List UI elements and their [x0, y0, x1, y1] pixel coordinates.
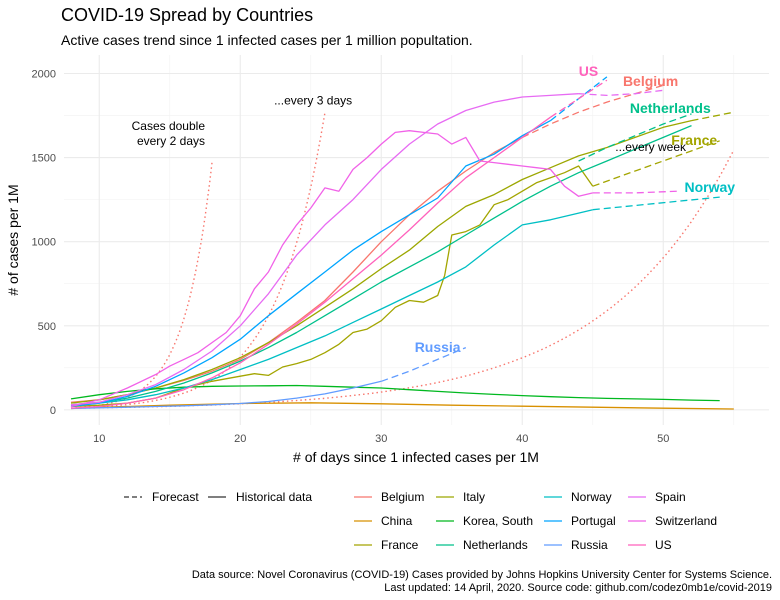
- forecast-line-netherlands: [578, 113, 692, 162]
- series-line-france: [70, 165, 594, 408]
- y-tick-label: 1000: [32, 237, 56, 249]
- annotation-text: Cases double: [132, 119, 206, 133]
- y-tick-label: 0: [50, 405, 56, 417]
- legend-label: Italy: [463, 490, 485, 504]
- legend-label: US: [655, 538, 672, 552]
- legend-label: Belgium: [381, 490, 424, 504]
- annotation-text: every 2 days: [137, 134, 205, 148]
- series-group: [70, 76, 734, 410]
- chart-subtitle: Active cases trend since 1 infected case…: [61, 32, 473, 48]
- series-line-belgium: [70, 136, 523, 403]
- legend-label: Forecast: [152, 490, 199, 504]
- forecast-line-switzerland: [592, 190, 678, 194]
- series-line-us: [70, 116, 551, 409]
- series-line-italy: [70, 119, 692, 404]
- forecast-line-spain: [578, 89, 664, 97]
- country-label: Belgium: [623, 73, 678, 89]
- country-label: Russia: [415, 339, 461, 355]
- legend-label: Spain: [655, 490, 686, 504]
- x-tick-label: 40: [516, 433, 528, 445]
- caption-line-2: Last updated: 14 April, 2020. Source cod…: [384, 582, 772, 594]
- caption: Data source: Novel Coronavirus (COVID-19…: [192, 569, 772, 595]
- caption-line-1: Data source: Novel Coronavirus (COVID-19…: [191, 569, 772, 581]
- legend-label: Switzerland: [655, 514, 717, 528]
- series-line-portugal: [70, 120, 551, 408]
- series-line-spain: [70, 93, 579, 406]
- chart-title: COVID-19 Spread by Countries: [61, 5, 314, 25]
- country-labels: US Belgium Netherlands France Norway Russia: [415, 63, 736, 355]
- country-label: Norway: [684, 179, 735, 195]
- legend-label: France: [381, 538, 419, 552]
- x-tick-label: 30: [375, 433, 387, 445]
- x-axis-title: # of days since 1 infected cases per 1M: [293, 449, 539, 465]
- y-tick-label: 2000: [32, 69, 56, 81]
- annotation-text: ...every week: [615, 140, 687, 154]
- forecast-line-italy: [691, 111, 734, 122]
- x-tick-label: 50: [657, 433, 669, 445]
- series-line-switzerland: [70, 130, 593, 408]
- country-label: Netherlands: [630, 100, 711, 116]
- x-tick-label: 20: [234, 433, 246, 445]
- legend-label: Korea, South: [463, 514, 533, 528]
- legend-label: China: [381, 514, 413, 528]
- series-line-korea-south: [70, 384, 720, 402]
- country-label: France: [671, 132, 717, 148]
- forecast-line-us: [550, 79, 608, 118]
- x-tick-label: 10: [93, 433, 105, 445]
- legend-label: Russia: [571, 538, 608, 552]
- x-axis-ticks: 10 20 30 40 50: [93, 433, 669, 445]
- legend-label: Historical data: [236, 490, 312, 504]
- forecast-line-france: [592, 140, 720, 187]
- series-line-china: [70, 402, 734, 410]
- y-axis-title: # of cases per 1M: [5, 184, 21, 295]
- y-axis-ticks: 0 500 1000 1500 2000: [32, 69, 56, 417]
- grid: [64, 55, 769, 425]
- reference-line: [70, 149, 735, 409]
- annotation-text: ...every 3 days: [274, 94, 352, 108]
- forecast-line-russia: [381, 347, 467, 382]
- series-line-russia: [70, 380, 382, 410]
- legend-label: Netherlands: [463, 538, 528, 552]
- forecast-line-belgium: [522, 84, 664, 138]
- country-label: US: [579, 63, 598, 79]
- y-tick-label: 500: [38, 321, 56, 333]
- legend-label: Portugal: [571, 514, 616, 528]
- series-line-netherlands: [70, 125, 692, 406]
- series-line-norway: [70, 209, 593, 407]
- reference-line: [70, 112, 326, 409]
- y-tick-label: 1500: [32, 153, 56, 165]
- legend: Forecast Historical data Belgium China Franc…: [124, 490, 717, 552]
- legend-label: Norway: [571, 490, 612, 504]
